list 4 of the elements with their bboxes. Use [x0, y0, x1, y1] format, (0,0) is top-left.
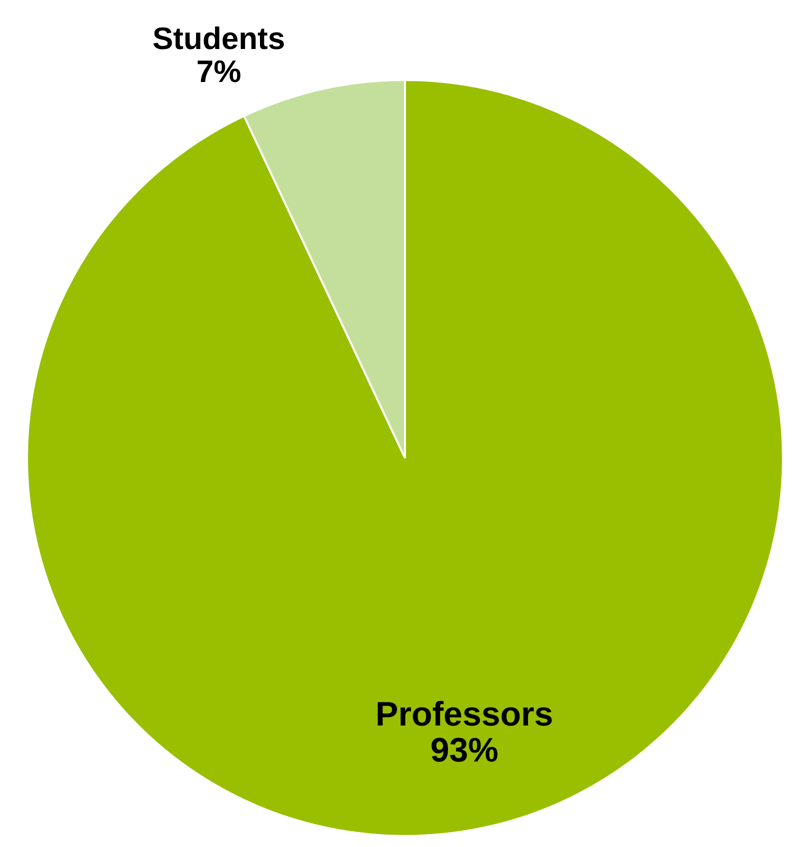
data-label: 93%: [430, 732, 498, 770]
data-label: 7%: [196, 54, 242, 90]
slice-label: Students: [152, 21, 286, 56]
slice-label: Professors: [376, 696, 554, 734]
